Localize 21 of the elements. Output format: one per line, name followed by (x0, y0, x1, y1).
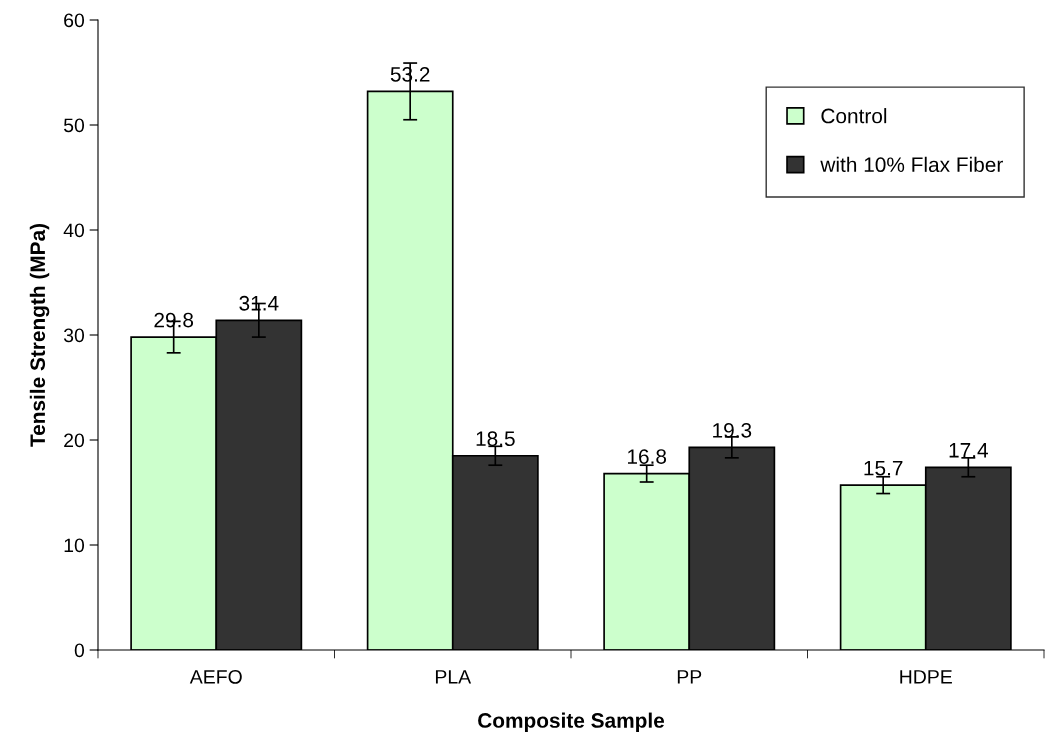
y-axis-title: Tensile Strength (MPa) (29, 223, 50, 447)
y-tick-label: 0 (74, 643, 85, 658)
x-tick-label: AEFO (189, 669, 242, 684)
y-tick-label: 60 (64, 13, 85, 28)
data-label: 15.7 (864, 460, 903, 476)
data-label: 16.8 (628, 449, 667, 464)
x-axis-title: Composite Sample (478, 712, 665, 732)
y-tick-label: 10 (64, 538, 85, 553)
legend-label: Control (821, 108, 887, 124)
data-label: 19.3 (713, 422, 752, 438)
data-label: 31.4 (239, 295, 279, 311)
x-tick-label: HDPE (900, 670, 952, 684)
y-tick-label: 40 (63, 223, 85, 238)
x-tick-label: PP (677, 670, 702, 684)
y-tick-label: 50 (63, 118, 85, 133)
data-label: 17.4 (949, 443, 988, 458)
y-tick-label: 20 (64, 433, 85, 448)
data-label: 18.5 (476, 431, 515, 447)
x-tick-label: PLA (435, 670, 472, 684)
y-tick-label: 30 (63, 328, 85, 343)
legend-label: with 10% Flax Fiber (820, 156, 1003, 173)
